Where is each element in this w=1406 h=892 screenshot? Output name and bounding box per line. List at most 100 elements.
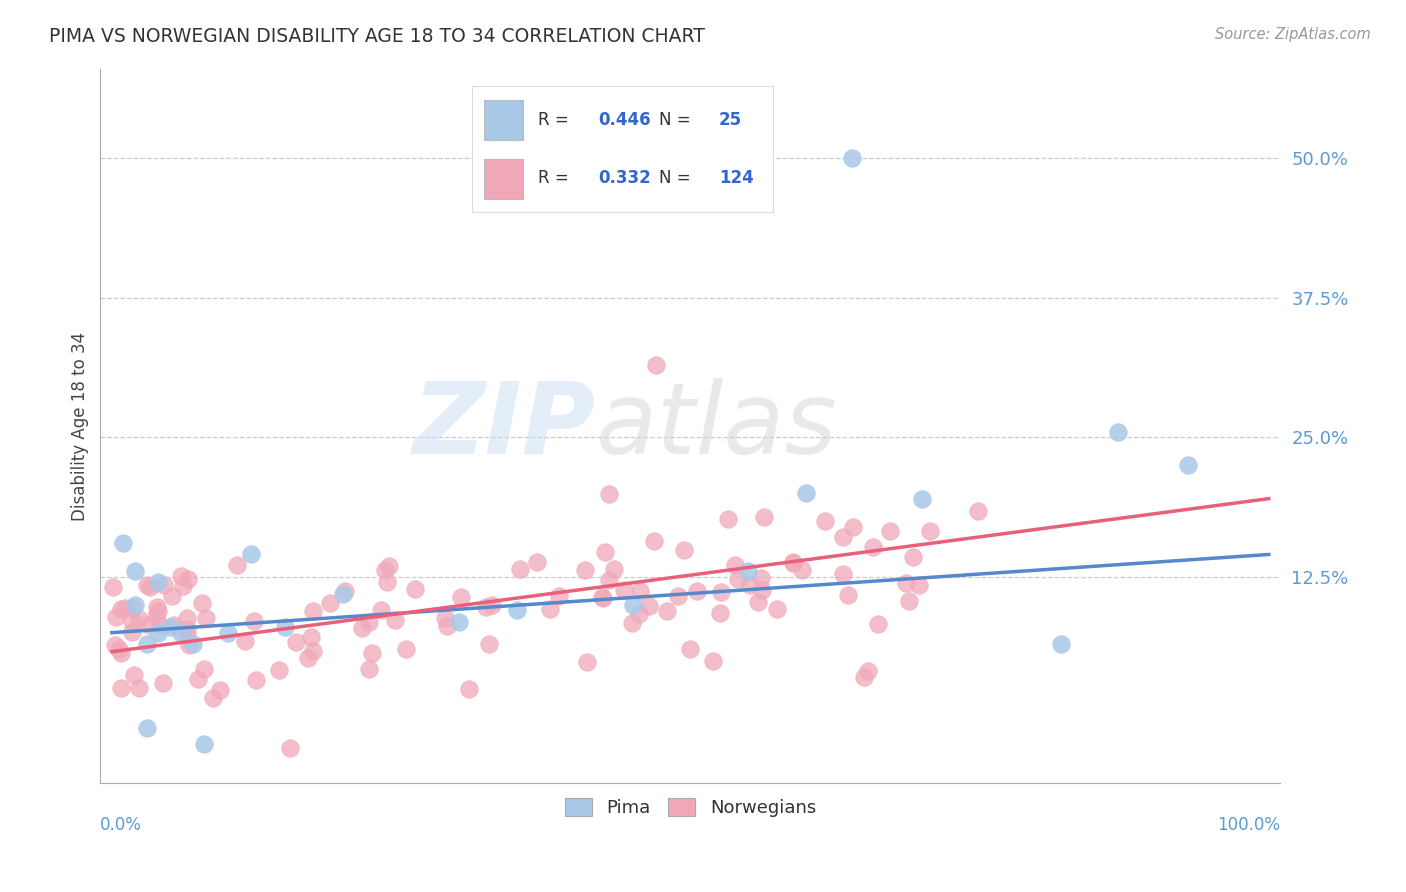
Point [831,567,853,582]
Point [104,639,127,653]
Point [621,598,644,612]
Point [332,586,354,600]
Point [112,536,135,550]
Point [148,575,170,590]
Point [217,625,239,640]
Point [146,604,169,618]
Point [814,514,837,528]
Point [135,637,157,651]
Point [267,664,290,678]
Point [852,670,875,684]
Point [176,627,198,641]
Point [901,550,924,565]
Point [672,542,695,557]
Point [908,578,931,592]
Point [450,591,472,605]
Point [702,654,724,668]
Point [135,721,157,735]
Point [384,613,406,627]
Point [170,625,193,640]
Point [620,615,643,630]
Point [361,646,384,660]
Point [121,614,143,628]
Point [187,672,209,686]
Point [506,603,529,617]
Point [350,621,373,635]
Point [724,558,747,573]
Text: Source: ZipAtlas.com: Source: ZipAtlas.com [1215,27,1371,42]
Point [481,599,503,613]
Point [233,634,256,648]
Point [110,646,132,660]
Point [193,662,215,676]
Point [765,602,787,616]
Point [208,683,231,698]
Point [163,617,186,632]
Point [301,604,323,618]
Point [138,618,160,632]
Point [124,564,146,578]
Point [373,563,395,577]
Point [335,583,357,598]
Point [794,486,817,500]
Point [359,615,381,629]
Point [686,583,709,598]
Point [1049,637,1071,651]
Point [509,562,531,576]
Point [434,610,457,624]
Point [274,620,297,634]
Point [139,580,162,594]
Point [378,558,401,573]
Point [598,574,620,588]
Point [754,510,776,524]
Point [782,555,804,569]
Point [181,637,204,651]
Text: 100.0%: 100.0% [1218,815,1281,834]
Point [159,620,181,634]
Point [866,617,889,632]
Point [911,491,934,506]
Point [239,548,262,562]
Point [574,563,596,577]
Point [1177,458,1199,472]
Legend: Pima, Norwegians: Pima, Norwegians [557,790,824,824]
Point [160,590,183,604]
Point [395,641,418,656]
Y-axis label: Disability Age 18 to 34: Disability Age 18 to 34 [72,332,89,521]
Point [135,578,157,592]
Point [152,676,174,690]
Point [404,582,426,596]
Point [643,534,665,549]
Point [727,572,749,586]
Point [841,151,863,165]
Point [297,650,319,665]
Text: PIMA VS NORWEGIAN DISABILITY AGE 18 TO 34 CORRELATION CHART: PIMA VS NORWEGIAN DISABILITY AGE 18 TO 3… [49,27,704,45]
Point [146,600,169,615]
Point [526,555,548,569]
Point [717,511,740,525]
Point [592,591,614,605]
Point [842,520,865,534]
Point [837,588,859,602]
Point [740,578,762,592]
Point [191,596,214,610]
Point [897,593,920,607]
Point [319,596,342,610]
Point [194,610,217,624]
Point [478,637,501,651]
Point [436,619,458,633]
Point [447,615,470,629]
Point [278,740,301,755]
Point [644,358,666,372]
Point [176,622,198,636]
Point [110,681,132,695]
Point [737,564,759,578]
Point [243,614,266,628]
Point [110,601,132,615]
Point [879,524,901,538]
Point [177,638,200,652]
Point [591,590,613,604]
Point [603,562,626,576]
Point [149,617,172,632]
Point [114,601,136,615]
